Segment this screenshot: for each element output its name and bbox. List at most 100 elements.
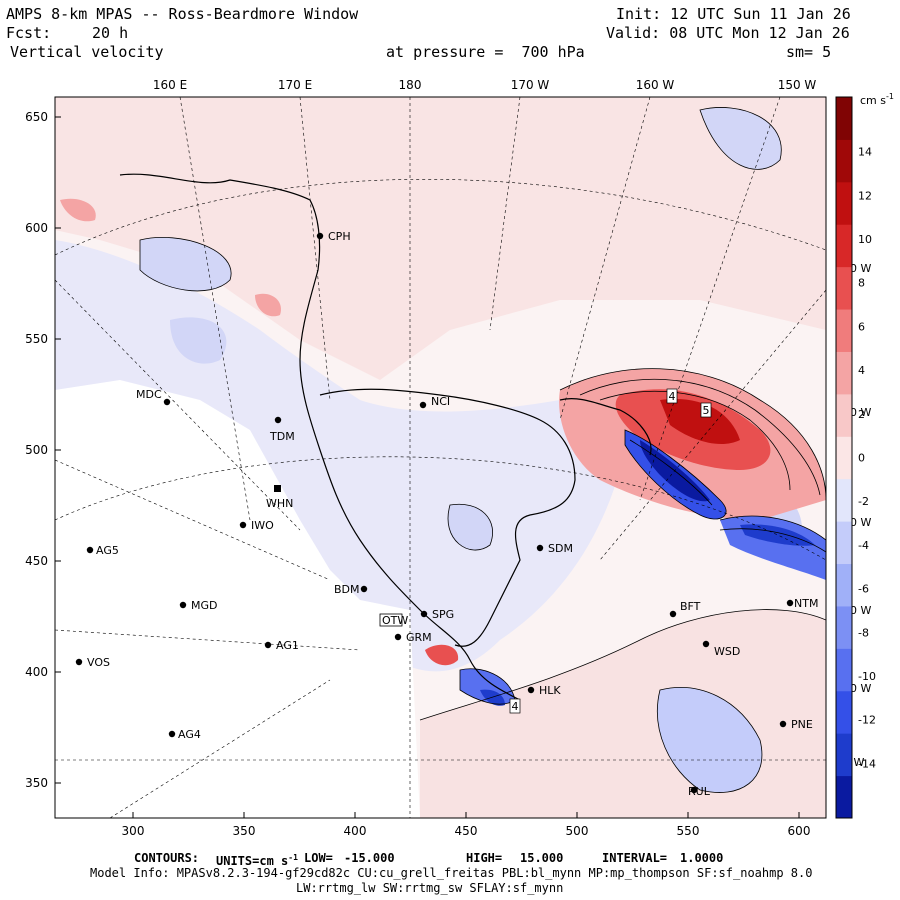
lon-label: 170 W [511,78,550,92]
smoothing-value: sm= 5 [786,43,832,61]
y-tick-label: 350 [25,776,48,790]
y-tick-label: 500 [25,443,48,457]
station-label: AG1 [276,639,299,652]
colorbar-label: -14 [858,757,876,770]
colorbar-swatch [836,605,852,649]
valid-time: Valid: 08 UTC Mon 12 Jan 26 [606,24,850,42]
x-tick-label: 600 [788,824,811,838]
y-tick-label: 550 [25,332,48,346]
contour-label: 4 [669,390,676,403]
low-label: LOW= [304,851,333,865]
lon-label: 170 E [278,78,312,92]
colorbar-label: -12 [858,714,876,727]
colorbar-frame [835,96,853,819]
colorbar-label: 2 [858,408,865,421]
x-tick-label: 450 [455,824,478,838]
contours-label: CONTOURS: [134,851,200,865]
station-spg: SPG [420,608,454,621]
contour-label: 4 [512,700,519,713]
colorbar-swatch [836,139,852,183]
pressure-level: at pressure = 700 hPa [386,43,585,61]
longitude-labels: 160 E 170 E 180 170 W 160 W 150 W [153,78,817,92]
x-tick-label: 400 [344,824,367,838]
lon-label: 160 W [636,78,675,92]
x-tick-label: 300 [122,824,145,838]
station-bft: BFT [669,600,701,618]
lon-label: 180 [399,78,422,92]
station-label: NCI [431,395,450,408]
station-bdm: BDM [334,583,368,596]
colorbar-label: 14 [858,146,872,159]
station-label: HLK [539,684,561,697]
colorbar-swatch [836,224,852,268]
units-label: UNITS=cm s-1 [216,853,298,868]
lon-label: 150 W [778,78,817,92]
station-label: TDM [269,430,295,443]
colorbar-label: 10 [858,233,872,246]
station-label: AG5 [96,544,119,557]
station-ag4: AG4 [168,728,201,741]
colorbar-label: 8 [858,277,865,290]
station-ntm: NTM [786,597,818,610]
station-whn: WHN [266,485,293,510]
chart-title: AMPS 8-km MPAS -- Ross-Beardmore Window [6,5,359,23]
colorbar-label: -4 [858,539,869,552]
station-cph: CPH [316,230,351,243]
contour-labels: 4 5 4 [509,388,712,714]
station-label: RUL [688,785,711,798]
station-label: SPG [432,608,454,621]
y-tick-label: 400 [25,665,48,679]
station-label: NTM [794,597,818,610]
colorbar-swatch [836,690,852,734]
ice-shelf-front [319,388,576,647]
station-label: WHN [266,497,293,510]
colorbar-swatch [836,478,852,522]
low-value: -15.000 [344,851,395,865]
station-label: SDM [548,542,573,555]
field-name: Vertical velocity [10,43,164,61]
coastline [119,173,521,701]
colorbar-swatch [836,436,852,480]
colorbar-swatch [836,733,852,777]
colorbar-swatch [836,266,852,310]
lon-label: 160 E [153,78,187,92]
colorbar-units: cm s-1 [860,92,894,107]
station-otw: OTW [379,613,408,627]
colorbar-label: 4 [858,364,865,377]
high-value: 15.000 [520,851,564,865]
colorbar-label: -2 [858,495,869,508]
colorbar-label: -6 [858,583,869,596]
station-label: MDC [136,388,162,401]
colorbar-label: 6 [858,320,865,333]
stations: CPH NCI MDC TDM WHN IWO AG5 SDM BDM SPG … [75,230,818,798]
colorbar-swatch [836,97,852,140]
x-tick-label: 500 [566,824,589,838]
station-label: IWO [251,519,274,532]
model-info: Model Info: MPASv8.2.3-194-gf29cd82c CU:… [90,866,813,880]
station-sdm: SDM [536,542,573,555]
station-rul: RUL [688,785,711,798]
station-label: MGD [191,599,218,612]
station-mgd: MGD [179,599,218,612]
x-tick-label: 550 [677,824,700,838]
colorbar-swatch [836,648,852,692]
colorbar-swatch [836,181,852,225]
station-label: BDM [334,583,360,596]
colorbar-swatch [836,351,852,395]
station-pne: PNE [779,718,813,731]
y-tick-label: 450 [25,554,48,568]
plot-frame [54,96,827,819]
forecast-hour: 20 h [92,24,129,42]
colorbar-swatch [836,393,852,437]
high-label: HIGH= [466,851,503,865]
colorbar-label: -10 [858,670,876,683]
station-mdc: MDC [136,388,171,406]
colorbar: 14 12 10 8 6 4 2 0 -2 -4 -6 -8 -10 -12 -14 [835,96,876,819]
colorbar-swatch [836,563,852,607]
station-grm: GRM [394,631,432,644]
station-ag5: AG5 [86,544,119,557]
station-tdm: TDM [269,416,295,443]
forecast-label: Fcst: [6,24,52,42]
station-label: GRM [406,631,432,644]
